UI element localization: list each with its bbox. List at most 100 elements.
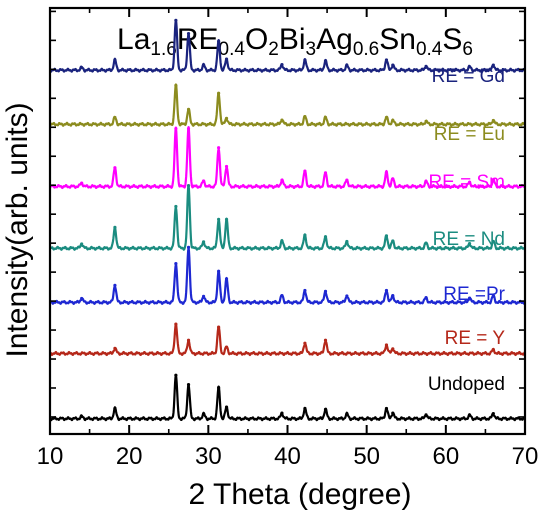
y-axis-label: Intensity(arb. units) <box>1 102 34 357</box>
series-peak-point <box>391 239 395 243</box>
series-peak-point <box>491 178 495 182</box>
series-peak-point <box>345 239 349 244</box>
series-peak-point <box>186 338 191 342</box>
series-peak-point <box>224 116 229 120</box>
series-peak-point <box>280 293 284 298</box>
chart-title-subscript: 3 <box>306 39 317 60</box>
series-layer <box>49 18 526 422</box>
series-label: RE = Eu <box>434 124 505 145</box>
series-line <box>49 374 526 422</box>
series-5 <box>49 245 526 305</box>
tick-layer: 10 20 30 40 50 60 70 <box>37 8 539 470</box>
series-peak-point <box>384 288 389 293</box>
series-peak-point <box>113 58 117 62</box>
series-peak-point <box>217 217 221 221</box>
series-line <box>49 184 526 251</box>
series-peak-point <box>280 63 284 67</box>
series-peak-point <box>201 240 206 244</box>
series-peak-point <box>224 277 229 281</box>
series-peak-point <box>174 373 178 377</box>
series-peak-point <box>323 59 328 63</box>
series-peak-point <box>467 413 472 417</box>
series-peak-point <box>391 293 395 298</box>
series-peak-point <box>201 294 206 299</box>
series-peak-point <box>303 169 307 173</box>
series-peak-point <box>174 204 178 209</box>
series-peak-point <box>491 348 495 352</box>
series-peak-point <box>80 296 84 301</box>
series-peak-point <box>323 338 328 342</box>
series-peak-point <box>391 118 395 123</box>
series-peak-point <box>345 412 349 416</box>
series-7 <box>49 373 526 422</box>
series-peak-point <box>113 166 117 170</box>
chart-title-subscript: 6 <box>462 39 473 60</box>
x-tick-label: 50 <box>353 443 380 470</box>
series-peak-point <box>303 58 307 62</box>
series-peak-point <box>391 411 395 415</box>
series-peak-point <box>303 115 307 119</box>
series-peak-point <box>323 171 328 175</box>
series-peak-point <box>217 39 221 43</box>
series-peak-point <box>174 83 178 88</box>
series-peak-point <box>186 382 191 387</box>
series-peak-point <box>384 343 389 347</box>
series-peak-point <box>391 63 395 67</box>
series-peak-point <box>345 294 349 298</box>
series-peak-point <box>217 91 221 95</box>
series-3 <box>49 125 526 190</box>
chart-title-text: Ag <box>316 23 353 56</box>
chart-title-text: La <box>117 23 151 56</box>
chart-title: La1.6RE0.4O2Bi3Ag0.6Sn0.4S6 <box>117 23 473 60</box>
series-label: Undoped <box>428 374 505 395</box>
series-label: RE = Gd <box>432 66 505 87</box>
series-line <box>49 247 526 305</box>
series-peak-point <box>384 406 389 411</box>
series-peak-point <box>491 63 495 67</box>
series-peak-point <box>186 107 191 111</box>
x-tick-label: 70 <box>512 443 539 470</box>
series-peak-point <box>384 170 389 175</box>
series-peak-point <box>224 405 229 409</box>
chart-title-text: Sn <box>379 23 416 56</box>
chart-title-subscript: 2 <box>268 39 279 60</box>
series-peak-point <box>280 118 284 122</box>
series-peak-point <box>280 239 284 243</box>
series-peak-point <box>80 181 84 185</box>
series-peak-point <box>303 341 307 345</box>
series-peak-point <box>217 385 221 390</box>
series-peak-point <box>174 322 178 326</box>
series-peak-point <box>345 178 349 182</box>
series-label-layer: RE = Gd RE = Eu RE = Sm RE = Nd RE =Pr RE = Y… <box>428 66 506 395</box>
series-peak-point <box>113 115 117 120</box>
series-peak-point <box>323 289 328 293</box>
chart-title-subscript: 0.4 <box>219 39 246 60</box>
series-peak-point <box>113 225 117 229</box>
series-peak-point <box>174 126 178 131</box>
series-label: RE = Sm <box>428 172 505 193</box>
series-peak-point <box>280 411 284 415</box>
series-1 <box>49 18 526 73</box>
x-tick-label: 20 <box>116 443 143 470</box>
series-6 <box>49 322 526 357</box>
series-peak-point <box>323 235 328 239</box>
x-tick-label: 30 <box>195 443 222 470</box>
chart-title-subscript: 0.4 <box>416 39 443 60</box>
series-peak-point <box>224 217 229 221</box>
series-peak-point <box>303 406 307 411</box>
series-peak-point <box>467 241 472 246</box>
series-peak-point <box>384 58 389 62</box>
series-line <box>49 125 526 190</box>
series-peak-point <box>424 64 428 68</box>
chart-title-subscript: 1.6 <box>150 39 176 60</box>
series-peak-point <box>113 406 117 411</box>
series-peak-point <box>186 245 191 250</box>
chart-title-text: Bi <box>279 23 306 56</box>
series-peak-point <box>186 184 191 188</box>
series-peak-point <box>224 164 229 169</box>
series-peak-point <box>201 412 206 416</box>
series-peak-point <box>345 63 349 68</box>
series-peak-point <box>113 283 117 287</box>
series-peak-point <box>491 294 495 298</box>
